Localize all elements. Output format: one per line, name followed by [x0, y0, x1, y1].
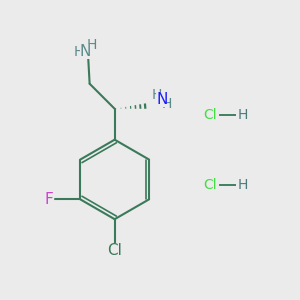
Text: Cl: Cl	[107, 243, 122, 258]
Text: F: F	[44, 192, 53, 207]
Text: H: H	[86, 38, 97, 52]
Text: N: N	[156, 92, 167, 107]
Text: H: H	[74, 45, 84, 59]
Text: Cl: Cl	[203, 178, 217, 192]
Text: H: H	[238, 108, 248, 122]
Text: H: H	[238, 178, 248, 192]
Text: Cl: Cl	[203, 108, 217, 122]
Text: H: H	[152, 88, 162, 102]
Text: H: H	[162, 98, 172, 111]
Text: N: N	[80, 44, 91, 59]
